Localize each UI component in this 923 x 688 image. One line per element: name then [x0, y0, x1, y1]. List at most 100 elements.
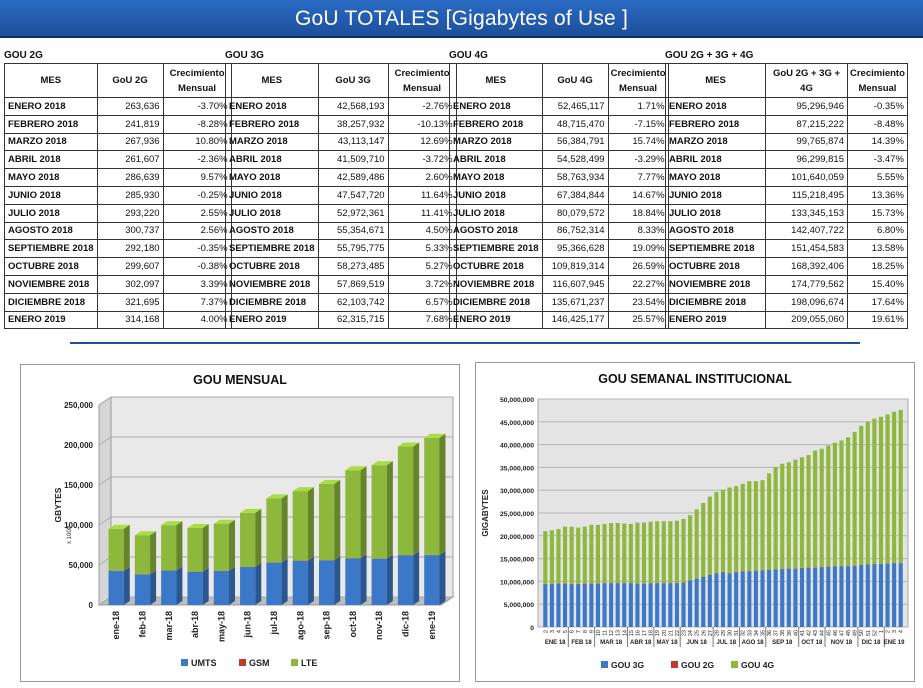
legend-label: GSM	[249, 658, 270, 668]
month-cell: MARZO 2018	[225, 132, 319, 152]
growth-cell: 11.41%	[387, 203, 457, 223]
bar-gsm-ago-18	[292, 556, 314, 561]
month-cell: DICIEMBRE 2018	[665, 292, 766, 312]
value-cell: 52,972,361	[317, 203, 389, 223]
month-cell: AGOSTO 2018	[665, 221, 766, 241]
value-cell: 86,752,314	[541, 221, 609, 241]
value-cell: 67,384,844	[541, 185, 609, 205]
chart-panel-monthly: GOU MENSUAL 0 50,000 100,000 150,000 200,000…	[20, 364, 460, 682]
week-tick-label: 6	[570, 630, 576, 633]
bar-gsm-ene-19	[424, 550, 446, 556]
y-tick-label: 35,000,000	[500, 465, 534, 472]
bar-gou-4g-18	[661, 521, 666, 583]
growth-cell: 10.80%	[162, 132, 232, 152]
bar-gou-3g-44	[832, 566, 837, 627]
month-cell: JULIO 2018	[449, 203, 543, 223]
value-cell: 174,779,562	[765, 274, 848, 294]
bar-lte-oct-18	[345, 466, 367, 559]
week-tick-label: 2	[886, 630, 892, 633]
growth-cell: 13.58%	[847, 239, 908, 259]
value-cell: 55,354,671	[317, 221, 389, 241]
month-cell: SEPTIEMBRE 2018	[665, 239, 766, 259]
bar-umts-dic-18	[397, 551, 420, 605]
bar-gsm-nov-18	[371, 554, 393, 559]
data-table: MES GoU 3G Crecimiento Mensual ENERO 2018 42…	[225, 63, 457, 330]
week-tick-label: 31	[734, 630, 740, 636]
bar-gou-4g-28	[727, 487, 732, 573]
x-tick-label: ago-18	[295, 611, 305, 640]
bar-gou-4g-32	[753, 481, 758, 571]
month-cell: ABRIL 2018	[4, 150, 98, 170]
column-header: Crecimiento Mensual	[387, 63, 457, 98]
growth-cell: 6.80%	[847, 221, 908, 241]
bar-gou-4g-29	[734, 486, 739, 573]
bar-gou-3g-45	[839, 566, 844, 627]
bar-gou-3g-14	[635, 583, 640, 627]
bar-gou-3g-0	[543, 584, 548, 627]
bar-gou-3g-26	[714, 573, 719, 627]
growth-cell: 19.09%	[607, 239, 669, 259]
bar-gou-3g-20	[674, 583, 679, 627]
bar-gou-3g-4	[569, 584, 574, 627]
week-tick-label: 26	[701, 630, 707, 636]
weekly-chart: 0 5,000,000 10,000,000 15,000,000 20,000,000…	[481, 397, 909, 670]
y-tick-label: 150,000	[64, 481, 93, 490]
bar-gou-3g-54	[898, 563, 903, 627]
week-tick-label: 28	[714, 630, 720, 636]
week-tick-label: 2	[543, 630, 549, 633]
table-row: ABRIL 2018 96,299,815 -3.47%	[665, 150, 908, 170]
monthly-chart: 0 50,000 100,000 150,000 200,000 250,000 GBYTE…	[53, 396, 455, 668]
bar-gou-3g-19	[668, 583, 673, 627]
table-row: FEBRERO 2018 241,819 -8.28%	[4, 114, 232, 134]
bar-gou-3g-16	[648, 583, 653, 627]
bar-gsm-sep-18	[318, 556, 341, 561]
value-cell: 133,345,153	[765, 203, 848, 223]
month-cell: ENERO 2018	[665, 97, 766, 116]
week-tick-label: 24	[688, 630, 694, 636]
growth-cell: 2.55%	[162, 203, 232, 223]
bar-gou-4g-5	[576, 527, 581, 584]
table-row: MARZO 2018 267,936 10.80%	[4, 132, 232, 152]
bar-gou-4g-13	[628, 523, 633, 583]
value-cell: 285,930	[96, 185, 164, 205]
week-tick-label: 20	[662, 630, 668, 636]
column-header: MES	[449, 63, 543, 98]
table-row: MARZO 2018 99,765,874 14.39%	[665, 132, 908, 152]
week-tick-label: 9	[589, 630, 595, 633]
value-cell: 209,055,060	[765, 310, 848, 330]
value-cell: 302,097	[96, 274, 164, 294]
y-axis-title: GBYTES	[53, 487, 63, 522]
week-tick-label: 36	[767, 630, 773, 636]
value-cell: 151,454,583	[765, 239, 848, 259]
growth-cell: -8.28%	[162, 114, 232, 134]
bar-gou-3g-31	[747, 571, 752, 627]
bar-gsm-dic-18	[397, 551, 420, 556]
x-tick-label: dic-18	[401, 611, 411, 637]
bar-umts-ene-18	[108, 566, 130, 605]
growth-cell: -3.72%	[387, 150, 457, 170]
bar-gou-4g-48	[859, 425, 864, 565]
table-1: GOU 2G MES GoU 2G Crecimiento Mensual ENERO …	[4, 48, 232, 330]
week-tick-label: 15	[629, 630, 635, 636]
bar-gou-3g-46	[846, 566, 851, 627]
x-tick-label: abr-18	[190, 611, 200, 638]
week-tick-label: 49	[853, 630, 859, 636]
bar-gou-4g-35	[773, 466, 778, 570]
table-row: MAYO 2018 42,589,486 2.60%	[225, 168, 457, 187]
bar-gou-3g-3	[562, 583, 568, 627]
month-label: NOV 18	[831, 640, 853, 646]
table-row: JUNIO 2018 67,384,844 14.67%	[449, 185, 669, 205]
value-cell: 299,607	[96, 257, 164, 276]
bar-gou-3g-42	[819, 567, 824, 627]
bar-gou-4g-47	[852, 431, 857, 566]
bar-gou-4g-26	[714, 492, 719, 573]
month-label: FEB 18	[571, 640, 592, 646]
table-row: MAYO 2018 58,763,934 7.77%	[449, 168, 669, 187]
month-cell: MAYO 2018	[4, 168, 98, 187]
week-tick-label: 40	[793, 630, 799, 636]
table-row: ENERO 2019 62,315,715 7.68%	[225, 310, 457, 330]
growth-cell: 22.27%	[607, 274, 669, 294]
month-label: MAR 18	[600, 640, 623, 646]
bar-gou-4g-31	[747, 481, 752, 572]
legend-label: GOU 4G	[741, 660, 774, 670]
